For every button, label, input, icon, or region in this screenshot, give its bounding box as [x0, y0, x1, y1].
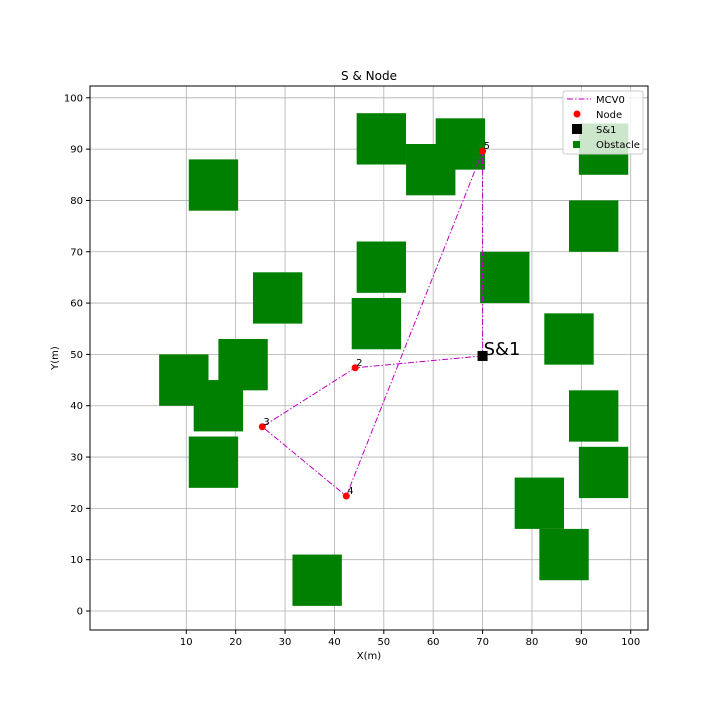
x-tick-label: 50 — [377, 637, 390, 648]
x-tick-label: 20 — [229, 637, 242, 648]
y-tick-label: 40 — [70, 401, 83, 412]
obstacle-rect — [578, 446, 629, 499]
obstacle-rect — [539, 528, 589, 581]
y-tick-label: 70 — [70, 247, 83, 258]
x-tick-label: 90 — [575, 637, 588, 648]
legend-box — [562, 90, 644, 155]
obstacle-rect — [568, 200, 619, 252]
node-label: 2 — [356, 358, 362, 369]
legend-mcv0-label: MCV0 — [596, 95, 625, 106]
node-marker — [351, 364, 359, 372]
x-tick-label: 10 — [180, 637, 193, 648]
obstacle-rect — [480, 251, 530, 304]
obstacle-rect — [252, 272, 303, 324]
y-tick-label: 30 — [70, 453, 83, 464]
node-label: 5 — [484, 141, 490, 152]
obstacle-rect — [544, 313, 594, 365]
x-tick-label: 70 — [476, 637, 489, 648]
station-marker — [477, 350, 488, 361]
legend-node-marker — [573, 110, 581, 118]
node-label: 4 — [347, 486, 353, 497]
obstacle-rect — [188, 436, 239, 488]
legend: MCV0 Node S&1 Obstacle — [562, 90, 644, 155]
axis-ticks: 10 20 30 40 50 60 70 80 90 100 0 10 20 30 40 50 60 70 80 90… — [64, 93, 640, 648]
y-tick-label: 20 — [70, 504, 83, 515]
y-tick-label: 10 — [70, 555, 83, 566]
obstacle-rect — [568, 390, 619, 442]
x-tick-label: 100 — [621, 637, 640, 648]
x-tick-label: 60 — [427, 637, 440, 648]
y-tick-label: 100 — [64, 93, 83, 104]
x-axis-label: X(m) — [357, 651, 381, 662]
obstacle-rect — [292, 554, 342, 606]
node-marker — [479, 147, 487, 155]
legend-node-label: Node — [596, 110, 622, 121]
node-marker — [258, 423, 266, 431]
station-label: S&1 — [484, 339, 521, 360]
obstacle-rect — [193, 380, 244, 432]
x-tick-label: 80 — [526, 637, 539, 648]
obstacle-rect — [351, 297, 402, 350]
legend-station-marker — [572, 124, 582, 134]
legend-obstacle-marker — [573, 141, 580, 148]
x-tick-label: 30 — [279, 637, 292, 648]
y-tick-label: 90 — [70, 145, 83, 156]
plot-area: S&1 5 2 3 4 — [90, 86, 648, 630]
legend-obstacle-label: Obstacle — [596, 140, 640, 151]
route-line-mcv0 — [261, 151, 484, 497]
obstacle-rect — [356, 113, 407, 165]
node-label: 3 — [263, 417, 269, 428]
x-tick-label: 40 — [328, 637, 341, 648]
obstacle-rect — [188, 159, 239, 211]
y-axis-label: Y(m) — [50, 346, 61, 371]
legend-station-label: S&1 — [596, 125, 617, 136]
obstacle-rect — [356, 241, 407, 293]
y-tick-label: 80 — [70, 196, 83, 207]
obstacle-rect — [514, 477, 565, 529]
axes-frame — [89, 85, 649, 631]
y-tick-label: 50 — [70, 350, 83, 361]
obstacle-rect — [435, 118, 486, 170]
y-tick-label: 60 — [70, 299, 83, 310]
y-tick-label: 0 — [77, 607, 83, 618]
chart-title: S & Node — [341, 69, 397, 83]
node-marker — [342, 492, 350, 500]
